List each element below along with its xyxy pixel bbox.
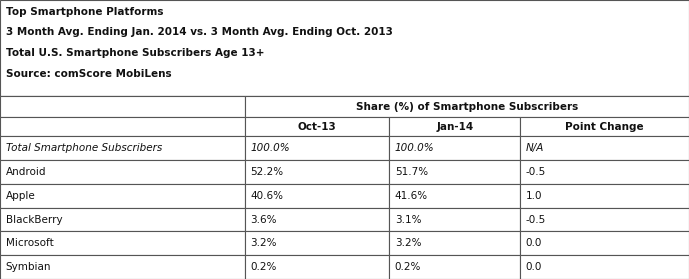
Text: Top Smartphone Platforms: Top Smartphone Platforms <box>6 6 163 16</box>
Text: Source: comScore MobiLens: Source: comScore MobiLens <box>6 69 171 79</box>
Bar <box>245 136 389 160</box>
Text: 41.6%: 41.6% <box>395 191 428 201</box>
Text: 100.0%: 100.0% <box>395 143 435 153</box>
Bar <box>389 136 520 160</box>
Text: 52.2%: 52.2% <box>250 167 283 177</box>
Bar <box>0 0 689 96</box>
Bar <box>520 184 689 208</box>
Bar <box>389 232 520 255</box>
Text: 3.1%: 3.1% <box>395 215 421 225</box>
Bar <box>0 117 245 136</box>
Text: 40.6%: 40.6% <box>250 191 283 201</box>
Bar <box>0 184 245 208</box>
Text: 1.0: 1.0 <box>526 191 542 201</box>
Text: N/A: N/A <box>526 143 544 153</box>
Bar <box>0 96 245 117</box>
Bar <box>520 136 689 160</box>
Bar <box>245 117 389 136</box>
Text: 3.2%: 3.2% <box>250 238 276 248</box>
Bar <box>0 136 245 160</box>
Bar <box>520 208 689 232</box>
Bar <box>0 96 689 279</box>
Bar <box>245 255 389 279</box>
Text: 0.0: 0.0 <box>526 262 542 272</box>
Text: Oct-13: Oct-13 <box>298 122 336 132</box>
Text: Apple: Apple <box>6 191 35 201</box>
Bar <box>520 160 689 184</box>
Text: Point Change: Point Change <box>565 122 644 132</box>
Bar <box>245 160 389 184</box>
Bar <box>245 232 389 255</box>
Bar <box>389 117 520 136</box>
Bar <box>0 208 245 232</box>
Text: BlackBerry: BlackBerry <box>6 215 62 225</box>
Text: Android: Android <box>6 167 46 177</box>
Bar <box>0 160 245 184</box>
Text: Total Smartphone Subscribers: Total Smartphone Subscribers <box>6 143 162 153</box>
Text: Microsoft: Microsoft <box>6 238 53 248</box>
Text: 0.0: 0.0 <box>526 238 542 248</box>
Bar <box>389 184 520 208</box>
Text: -0.5: -0.5 <box>526 167 546 177</box>
Text: Share (%) of Smartphone Subscribers: Share (%) of Smartphone Subscribers <box>356 102 578 112</box>
Text: 0.2%: 0.2% <box>250 262 276 272</box>
Bar <box>389 208 520 232</box>
Bar <box>520 232 689 255</box>
Bar <box>389 255 520 279</box>
Bar <box>0 232 245 255</box>
Bar <box>389 160 520 184</box>
Text: 100.0%: 100.0% <box>250 143 290 153</box>
Text: Total U.S. Smartphone Subscribers Age 13+: Total U.S. Smartphone Subscribers Age 13… <box>6 48 264 58</box>
Bar <box>0 255 245 279</box>
Text: Jan-14: Jan-14 <box>436 122 473 132</box>
Bar <box>245 184 389 208</box>
Text: 51.7%: 51.7% <box>395 167 428 177</box>
Text: -0.5: -0.5 <box>526 215 546 225</box>
Text: Symbian: Symbian <box>6 262 51 272</box>
Bar <box>520 117 689 136</box>
Text: 3 Month Avg. Ending Jan. 2014 vs. 3 Month Avg. Ending Oct. 2013: 3 Month Avg. Ending Jan. 2014 vs. 3 Mont… <box>6 27 393 37</box>
Text: 3.6%: 3.6% <box>250 215 276 225</box>
Bar <box>520 255 689 279</box>
Bar <box>245 208 389 232</box>
Bar <box>245 96 689 117</box>
Text: 3.2%: 3.2% <box>395 238 421 248</box>
Text: 0.2%: 0.2% <box>395 262 421 272</box>
